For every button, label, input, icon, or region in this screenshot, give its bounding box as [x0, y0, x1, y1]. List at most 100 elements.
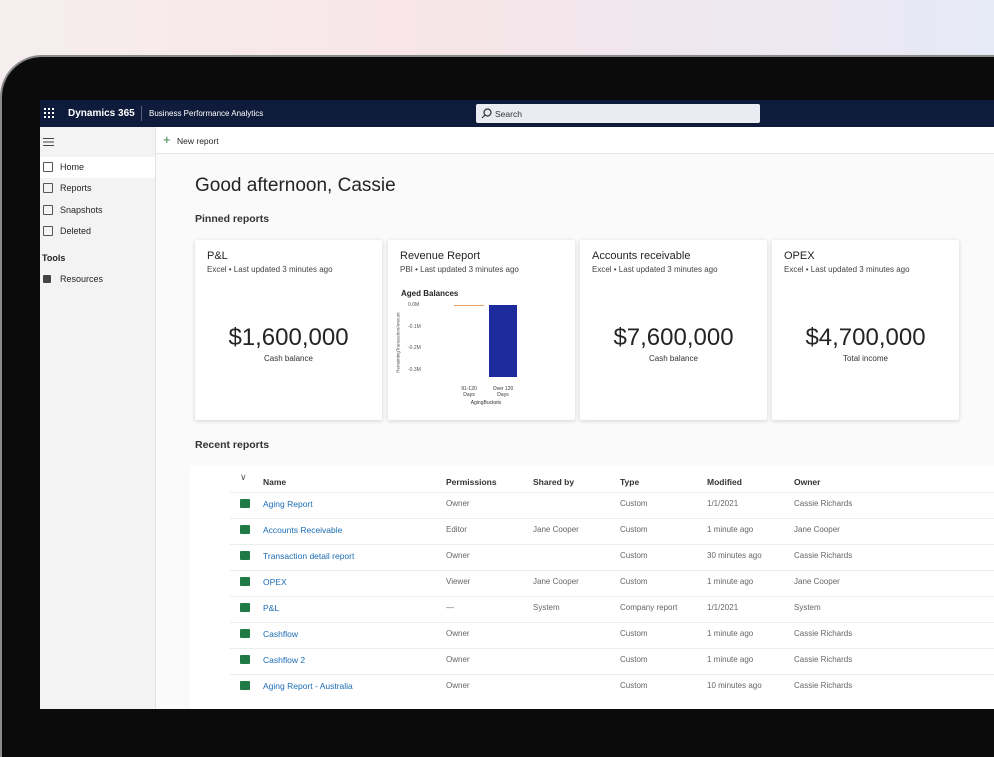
table-cell: 10 minutes ago — [707, 681, 762, 690]
report-card[interactable]: Revenue Report PBI • Last updated 3 minut… — [388, 240, 575, 420]
table-cell: 1 minute ago — [707, 655, 754, 664]
row-divider — [230, 518, 994, 519]
report-link[interactable]: OPEX — [263, 577, 287, 587]
card-subtitle: Excel • Last updated 3 minutes ago — [207, 265, 333, 274]
y-tick-label: 0.0M — [408, 302, 420, 308]
table-cell: 1 minute ago — [707, 525, 754, 534]
side-nav: Home Reports Snapshots Deleted Tools Resource… — [40, 127, 156, 709]
nav-item[interactable]: Reports — [60, 183, 92, 193]
report-link[interactable]: Aging Report — [263, 499, 313, 509]
y-axis-label: RemainingTransactionAmount — [395, 312, 401, 373]
card-title: Revenue Report — [400, 250, 481, 262]
card-title: Accounts receivable — [592, 250, 691, 262]
table-cell: 1/1/2021 — [707, 499, 739, 508]
table-cell: Custom — [620, 655, 648, 664]
row-divider — [230, 492, 994, 493]
table-cell: Viewer — [446, 577, 471, 586]
card-subtitle: PBI • Last updated 3 minutes ago — [400, 265, 519, 274]
report-link[interactable]: P&L — [263, 603, 280, 613]
table-cell: 30 minutes ago — [707, 551, 762, 560]
table-cell: Cassie Richards — [794, 629, 853, 638]
search-icon — [481, 108, 492, 119]
row-divider — [230, 648, 994, 649]
table-bg — [190, 466, 994, 709]
table-cell: Jane Cooper — [533, 525, 579, 534]
report-card[interactable]: OPEX Excel • Last updated 3 minutes ago $4… — [772, 240, 959, 420]
report-link[interactable]: Cashflow 2 — [263, 655, 306, 665]
table-cell: Custom — [620, 681, 648, 690]
row-divider — [230, 622, 994, 623]
report-card[interactable]: P&L Excel • Last updated 3 minutes ago $1,… — [195, 240, 382, 420]
card-title: P&L — [207, 250, 228, 262]
report-card[interactable]: Accounts receivable Excel • Last updated … — [580, 240, 767, 420]
report-link[interactable]: Transaction detail report — [263, 551, 355, 561]
nav-icon — [43, 162, 53, 172]
menu-icon[interactable] — [43, 138, 54, 146]
report-link[interactable]: Cashflow — [263, 629, 298, 639]
report-link[interactable]: Aging Report - Australia — [263, 681, 353, 691]
table-cell: Owner — [446, 551, 470, 560]
table-cell: Owner — [446, 681, 470, 690]
table-cell: System — [533, 603, 560, 612]
nav-item[interactable]: Snapshots — [60, 205, 103, 215]
nav-item[interactable]: Home — [60, 162, 85, 172]
column-header[interactable]: Shared by — [533, 477, 575, 487]
product-name: Business Performance Analytics — [149, 109, 264, 118]
table-cell: Owner — [446, 629, 470, 638]
table-cell: — — [446, 603, 454, 612]
table-cell: Editor — [446, 525, 467, 534]
table-cell: Custom — [620, 499, 648, 508]
bar — [489, 305, 517, 377]
y-tick-label: -0.1M — [408, 323, 421, 330]
table-cell: Cassie Richards — [794, 551, 853, 560]
nav-item[interactable]: Resources — [60, 274, 104, 284]
card-caption: Cash balance — [264, 354, 313, 363]
excel-icon — [240, 551, 250, 560]
separator — [141, 106, 142, 121]
search-box[interactable]: Search — [476, 104, 760, 123]
table-cell: Custom — [620, 577, 648, 586]
card-value: $1,600,000 — [228, 324, 349, 351]
app-screen: Dynamics 365 Business Performance Analyt… — [40, 100, 994, 709]
app-name: Dynamics 365 — [68, 108, 135, 119]
table-cell: Owner — [446, 499, 470, 508]
nav-item[interactable]: Deleted — [60, 226, 92, 236]
nav-icon — [43, 226, 53, 236]
column-header[interactable]: Modified — [707, 477, 742, 487]
table-cell: Custom — [620, 525, 648, 534]
x-axis-label: AgingBuckets — [470, 400, 502, 406]
collapse-chevron[interactable]: ∨ — [240, 472, 247, 482]
new-report-button[interactable]: New report — [177, 136, 219, 146]
excel-icon — [240, 577, 250, 586]
column-header[interactable]: Name — [263, 477, 287, 487]
table-cell: Jane Cooper — [794, 525, 840, 534]
plus-icon[interactable]: + — [163, 132, 171, 147]
nav-section: Tools — [42, 253, 66, 263]
excel-icon — [240, 499, 250, 508]
column-header[interactable]: Owner — [794, 477, 821, 487]
card-value: $4,700,000 — [805, 324, 926, 351]
table-cell: 1 minute ago — [707, 577, 754, 586]
table-cell: Owner — [446, 655, 470, 664]
column-header[interactable]: Permissions — [446, 477, 497, 487]
excel-icon — [240, 603, 250, 612]
row-divider — [230, 596, 994, 597]
card-caption: Total income — [843, 354, 888, 363]
section-title: Recent reports — [195, 439, 270, 451]
column-header[interactable]: Type — [620, 477, 640, 487]
nav-icon — [43, 183, 53, 193]
card-subtitle: Excel • Last updated 3 minutes ago — [592, 265, 718, 274]
card-title: OPEX — [784, 250, 815, 262]
table-cell: Jane Cooper — [794, 577, 840, 586]
table-cell: Company report — [620, 603, 678, 612]
report-link[interactable]: Accounts Receivable — [263, 525, 343, 535]
y-tick-label: -0.2M — [408, 345, 421, 352]
nav-icon — [43, 275, 51, 283]
row-divider — [230, 544, 994, 545]
waffle-icon[interactable] — [44, 108, 54, 118]
search-placeholder: Search — [495, 109, 522, 119]
x-tick-label: Over 120 Days — [492, 386, 514, 398]
table-cell: 1 minute ago — [707, 629, 754, 638]
table-cell: 1/1/2021 — [707, 603, 739, 612]
